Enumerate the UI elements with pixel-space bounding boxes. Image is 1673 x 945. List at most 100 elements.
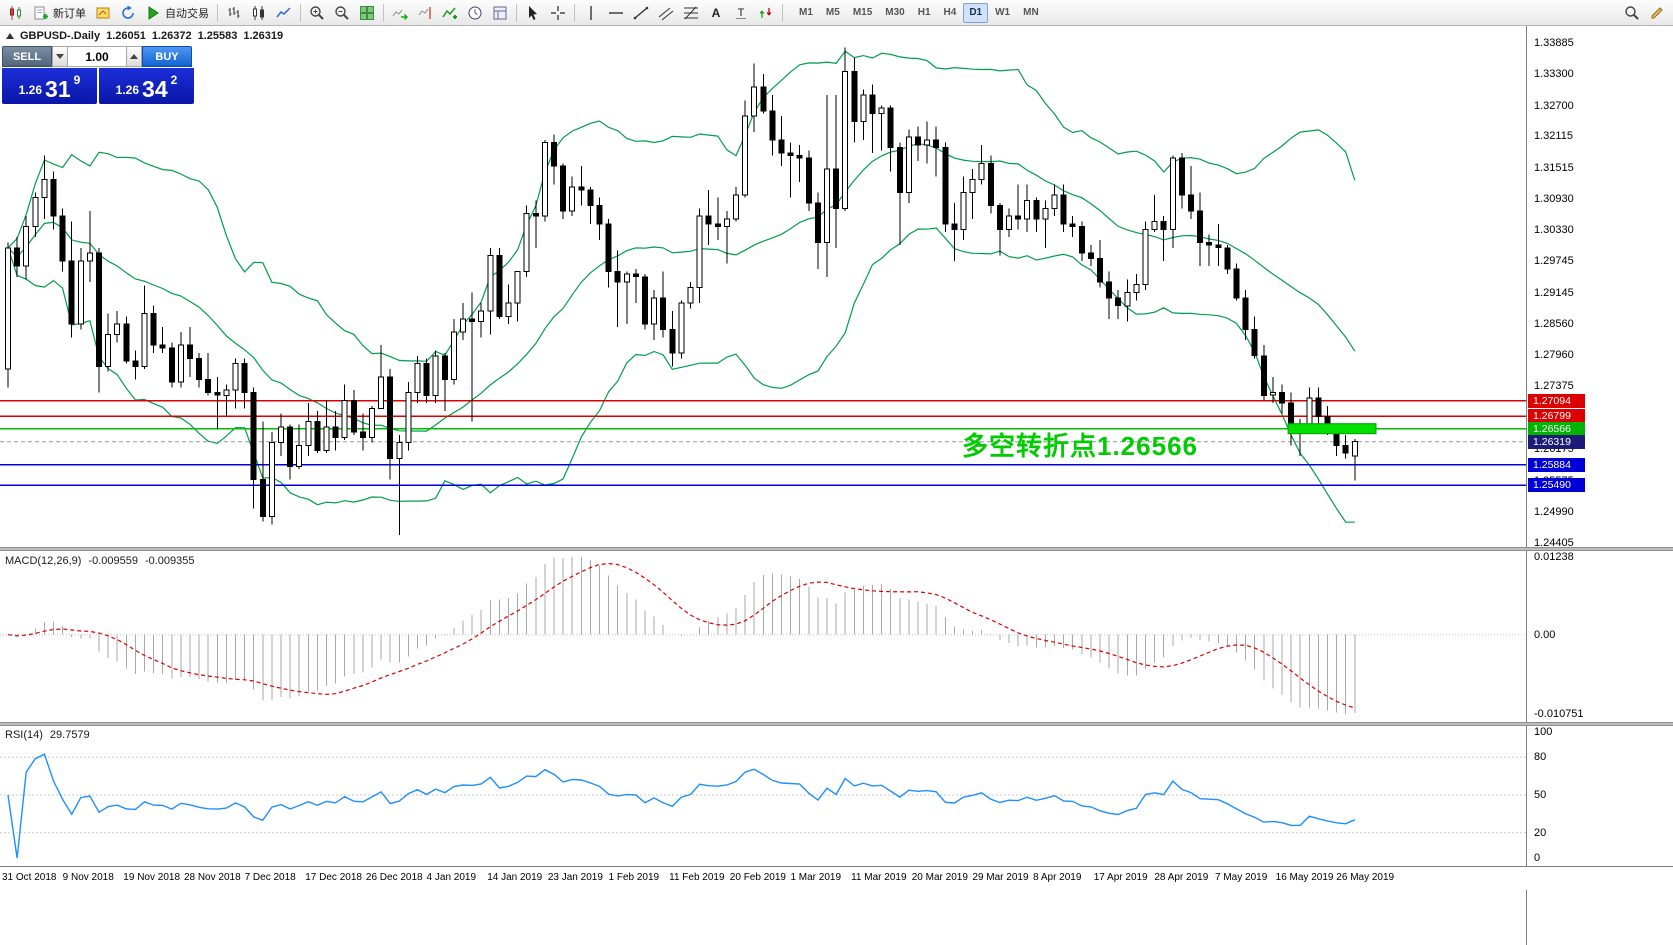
cursor-tool-button[interactable] — [521, 2, 545, 24]
triangle-down-icon — [56, 54, 64, 59]
panel-divider[interactable] — [0, 722, 1673, 726]
channel-tool-button[interactable] — [654, 2, 678, 24]
styler-button[interactable] — [1645, 2, 1669, 24]
price-badge: 1.25884 — [1528, 457, 1585, 472]
chart-annotation[interactable]: 多空转折点1.26566 — [962, 431, 1198, 461]
panel-divider[interactable] — [0, 547, 1673, 551]
price-tick: 1.24405 — [1534, 536, 1574, 549]
date-label: 1 Feb 2019 — [608, 872, 660, 883]
rsi-value: 29.7579 — [49, 729, 90, 741]
date-label: 11 Mar 2019 — [851, 872, 907, 883]
timeframe-d1[interactable]: D1 — [963, 2, 989, 23]
rsi-panel-chart[interactable] — [0, 726, 1526, 866]
vline-icon — [583, 5, 599, 21]
rsi-scale-label: 100 — [1534, 726, 1553, 738]
date-label: 7 May 2019 — [1215, 872, 1268, 883]
one-click-collapse-icon[interactable] — [6, 33, 14, 39]
price-tick: 1.30930 — [1534, 192, 1574, 205]
fibonacci-tool-button[interactable] — [679, 2, 703, 24]
ohlc-open: 1.26051 — [106, 30, 146, 42]
one-click-trading-panel: SELL 1.00 BUY 1.26 31 9 1.26 34 2 — [2, 46, 194, 104]
candles-layer — [5, 47, 1358, 535]
label-tool-button[interactable]: T — [729, 2, 753, 24]
buy-price-display[interactable]: 1.26 34 2 — [99, 68, 194, 104]
price-tick: 1.32700 — [1534, 99, 1574, 112]
vertical-line-tool-button[interactable] — [579, 2, 603, 24]
refresh-charts-button[interactable] — [116, 2, 140, 24]
auto-scroll-button[interactable] — [388, 2, 412, 24]
date-label: 29 Mar 2019 — [972, 872, 1029, 883]
text-tool-button[interactable]: A — [704, 2, 728, 24]
channel-icon — [658, 5, 674, 21]
price-tick: 1.32115 — [1534, 130, 1573, 143]
date-label: 26 Dec 2018 — [365, 872, 423, 883]
timeframe-m30[interactable]: M30 — [879, 3, 910, 23]
barchart-icon — [226, 5, 242, 21]
metaeditor-button[interactable] — [91, 2, 115, 24]
timeframe-h1[interactable]: H1 — [912, 3, 937, 23]
toolbar-separator — [383, 3, 384, 22]
line-chart-mode-button[interactable] — [272, 2, 296, 24]
crosshair-tool-button[interactable] — [546, 2, 570, 24]
tile-icon — [359, 5, 375, 21]
autotrade-icon — [145, 5, 161, 21]
sell-price-display[interactable]: 1.26 31 9 — [2, 68, 97, 104]
volume-down-button[interactable] — [52, 46, 68, 67]
macd-panel-chart[interactable] — [0, 551, 1526, 722]
label-icon: T — [733, 5, 749, 21]
date-label: 26 May 2019 — [1336, 872, 1395, 883]
ohlc-close: 1.26319 — [243, 30, 284, 42]
date-label: 4 Jan 2019 — [426, 872, 477, 883]
volume-input[interactable]: 1.00 — [68, 46, 126, 67]
charts-menu-button[interactable] — [4, 2, 28, 24]
timeframe-mn[interactable]: MN — [1017, 3, 1045, 23]
main-chart[interactable] — [0, 26, 1526, 547]
trendline-icon — [633, 5, 649, 21]
date-label: 17 Apr 2019 — [1093, 872, 1148, 883]
bar-chart-mode-button[interactable] — [222, 2, 246, 24]
trendline-tool-button[interactable] — [629, 2, 653, 24]
rsi-scale-label: 0 — [1534, 852, 1541, 864]
new-order-button[interactable]: 新订单 — [29, 2, 90, 24]
toolbar: 新订单 自动交易 A T M1 M5 M15 M30 H1 H4 D1 W1 MN — [0, 0, 1673, 26]
price-tick: 1.27375 — [1534, 380, 1574, 393]
zoom-out-button[interactable] — [330, 2, 354, 24]
highlight-rectangle[interactable] — [1287, 423, 1377, 435]
macd-name: MACD(12,26,9) — [5, 555, 82, 567]
auto-trading-button[interactable]: 自动交易 — [141, 2, 213, 24]
buy-button[interactable]: BUY — [142, 46, 192, 67]
chart-shift-button[interactable] — [413, 2, 437, 24]
sell-button[interactable]: SELL — [2, 46, 52, 67]
timeframe-m1[interactable]: M1 — [793, 3, 819, 23]
volume-up-button[interactable] — [126, 46, 142, 67]
date-label: 9 Nov 2018 — [62, 872, 114, 883]
editor-icon — [95, 5, 111, 21]
toolbar-separator — [574, 3, 575, 22]
templates-menu-button[interactable] — [488, 2, 512, 24]
template-icon — [492, 5, 508, 21]
timeframe-w1[interactable]: W1 — [989, 3, 1016, 23]
cursor-icon — [525, 5, 541, 21]
timeframe-h4[interactable]: H4 — [938, 3, 963, 23]
time-axis[interactable]: 31 Oct 2018 9 Nov 2018 19 Nov 2018 28 Nov 2… — [0, 866, 1673, 890]
macd-scale-max: 0.01238 — [1534, 551, 1574, 563]
horizontal-line-tool-button[interactable] — [604, 2, 628, 24]
tile-windows-button[interactable] — [355, 2, 379, 24]
timeframe-m5[interactable]: M5 — [820, 3, 846, 23]
arrows-tool-button[interactable] — [754, 2, 778, 24]
price-scale[interactable]: 1.33885 1.33300 1.32700 1.32115 1.31515 1.309… — [1526, 26, 1673, 945]
price-tick: 1.29145 — [1534, 286, 1574, 299]
date-label: 20 Feb 2019 — [729, 872, 786, 883]
horizontal-lines[interactable] — [0, 400, 1526, 487]
bollinger-bands — [7, 50, 1356, 523]
timeframe-m15[interactable]: M15 — [847, 3, 878, 23]
periods-menu-button[interactable] — [463, 2, 487, 24]
date-label: 28 Nov 2018 — [183, 872, 241, 883]
rsi-scale-label: 80 — [1534, 751, 1547, 764]
price-badge: 1.26799 — [1528, 409, 1585, 424]
indicators-list-button[interactable] — [438, 2, 462, 24]
zoom-in-button[interactable] — [305, 2, 329, 24]
price-badge: 1.25490 — [1528, 478, 1585, 493]
candlestick-mode-button[interactable] — [247, 2, 271, 24]
search-button[interactable] — [1620, 2, 1644, 24]
